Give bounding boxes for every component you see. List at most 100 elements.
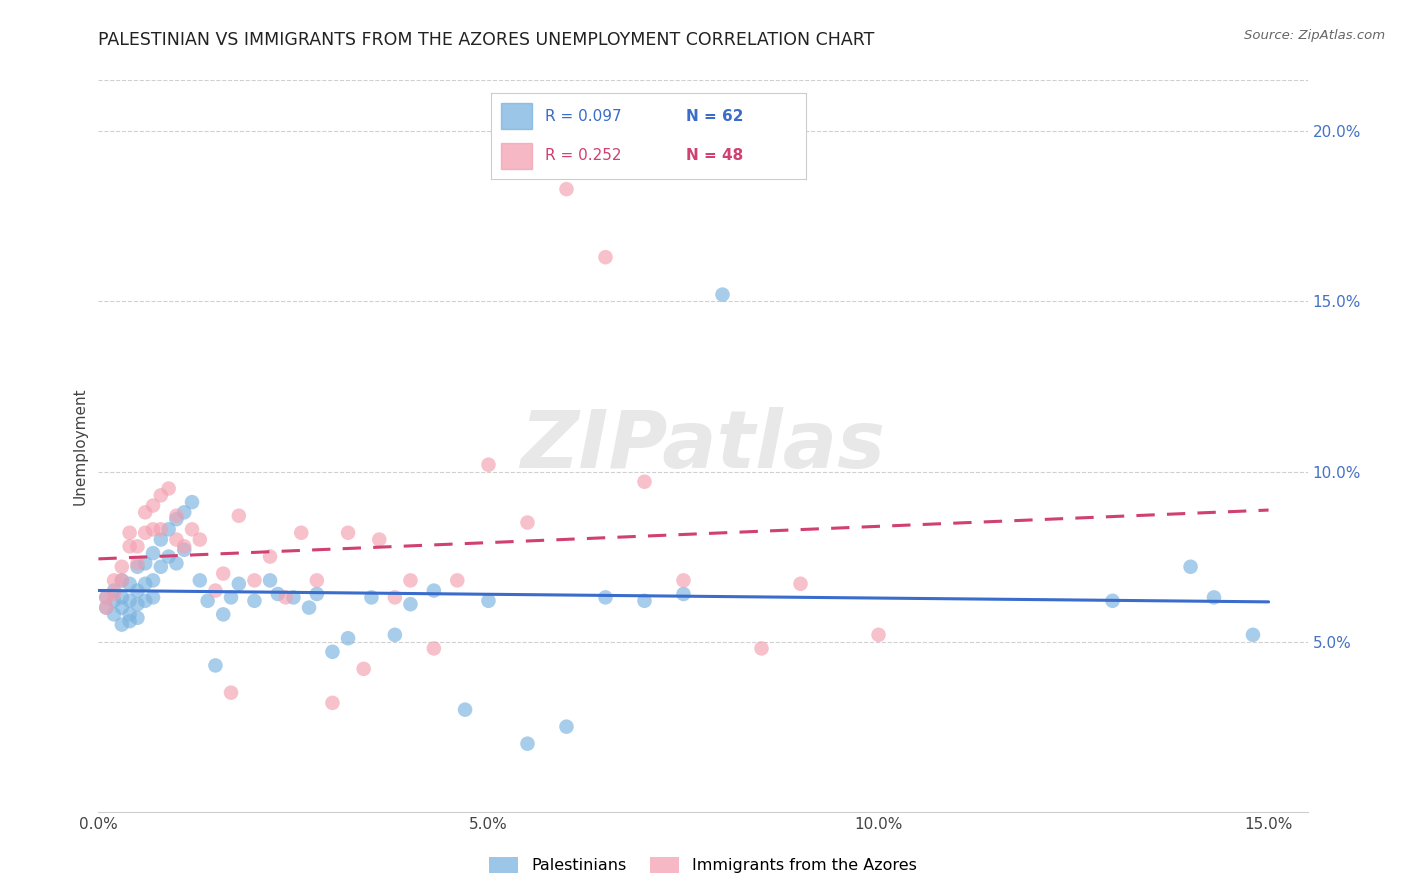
Point [103,574,125,588]
Point [111,574,134,588]
Point [173,542,195,557]
Legend: Palestinians, Immigrants from the Azores: Palestinians, Immigrants from the Azores [484,850,922,880]
Point [103,594,125,608]
Point [103,583,125,598]
Point [134,576,156,591]
Point [368,533,391,547]
Point [711,287,734,301]
Point [127,583,149,598]
Point [633,594,655,608]
Point [595,591,617,605]
Point [228,508,250,523]
Point [96,600,118,615]
Point [149,533,172,547]
Point [446,574,468,588]
Point [477,458,499,472]
Point [595,250,617,264]
Point [127,540,149,554]
Point [118,525,141,540]
Point [134,505,156,519]
Point [259,574,281,588]
Point [204,658,226,673]
Point [633,475,655,489]
Point [149,559,172,574]
Point [111,574,134,588]
Point [789,576,811,591]
Point [157,482,180,496]
Point [197,594,219,608]
Point [290,525,312,540]
Point [353,662,375,676]
Point [1101,594,1123,608]
Point [283,591,305,605]
Point [127,557,149,571]
Point [142,574,165,588]
Point [321,696,343,710]
Point [188,533,211,547]
Point [204,583,226,598]
Point [103,607,125,622]
Point [219,591,242,605]
Point [181,495,204,509]
Point [477,594,499,608]
Point [127,559,149,574]
Point [134,594,156,608]
Point [384,591,406,605]
Point [1180,559,1202,574]
Point [423,641,446,656]
Text: Source: ZipAtlas.com: Source: ZipAtlas.com [1244,29,1385,42]
Point [305,574,328,588]
Point [118,614,141,628]
Point [96,591,118,605]
Point [96,591,118,605]
Point [337,631,360,645]
Point [165,508,187,523]
Point [111,617,134,632]
Point [243,574,266,588]
Point [1241,628,1264,642]
Text: PALESTINIAN VS IMMIGRANTS FROM THE AZORES UNEMPLOYMENT CORRELATION CHART: PALESTINIAN VS IMMIGRANTS FROM THE AZORE… [98,31,875,49]
Point [111,600,134,615]
Point [259,549,281,564]
Point [165,512,187,526]
Point [555,720,578,734]
Point [142,546,165,560]
Point [103,587,125,601]
Point [173,505,195,519]
Point [555,182,578,196]
Point [454,703,477,717]
Point [399,574,422,588]
Point [384,628,406,642]
Point [111,559,134,574]
Point [142,499,165,513]
Point [212,566,235,581]
Point [142,591,165,605]
Point [188,574,211,588]
Point [360,591,382,605]
Point [134,525,156,540]
Point [142,522,165,536]
Point [127,611,149,625]
Point [157,522,180,536]
Point [181,522,204,536]
Point [516,737,538,751]
Point [751,641,773,656]
Point [212,607,235,622]
Point [1202,591,1225,605]
Point [516,516,538,530]
Point [219,686,242,700]
Y-axis label: Unemployment: Unemployment [72,387,87,505]
Point [157,549,180,564]
Point [149,488,172,502]
Point [228,576,250,591]
Point [399,597,422,611]
Point [321,645,343,659]
Point [672,574,695,588]
Point [298,600,321,615]
Point [243,594,266,608]
Point [173,540,195,554]
Point [96,600,118,615]
Point [118,607,141,622]
Point [134,557,156,571]
Point [165,557,187,571]
